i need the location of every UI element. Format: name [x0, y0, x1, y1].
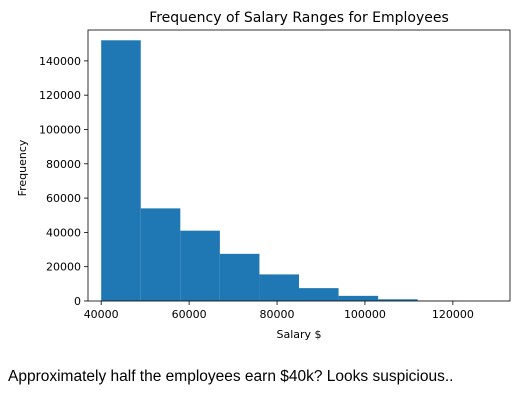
y-tick-label: 20000: [46, 261, 81, 274]
y-tick-label: 40000: [46, 226, 81, 239]
x-axis-ticks: 40000 60000 80000 100000 120000: [84, 301, 474, 321]
x-tick-label: 120000: [432, 308, 474, 321]
histogram-bars: [101, 40, 497, 301]
y-tick-label: 140000: [39, 55, 81, 68]
plot-frame: [87, 29, 511, 302]
histogram-bar-2: [140, 208, 181, 301]
y-tick-label: 100000: [39, 123, 81, 136]
histogram-chart: Frequency of Salary Ranges for Employees…: [16, 10, 511, 341]
histogram-bar-1: [101, 40, 141, 301]
y-tick-label: 0: [74, 295, 81, 308]
y-tick-label: 80000: [46, 158, 81, 171]
caption-text: Approximately half the employees earn $4…: [8, 368, 454, 385]
histogram-bar-5: [259, 274, 299, 301]
x-tick-label: 60000: [172, 308, 207, 321]
y-axis-label: Frequency: [16, 139, 29, 196]
x-tick-label: 40000: [84, 308, 119, 321]
chart-title: Frequency of Salary Ranges for Employees: [149, 10, 449, 26]
histogram-bar-8: [378, 299, 418, 301]
x-tick-label: 80000: [260, 308, 295, 321]
y-tick-label: 60000: [46, 192, 81, 205]
x-tick-label: 100000: [344, 308, 386, 321]
histogram-bar-6: [299, 288, 339, 301]
y-axis-ticks: 0 20000 40000 60000 80000 100000 120000 140000: [39, 55, 88, 308]
y-tick-label: 120000: [39, 89, 81, 102]
x-axis-label: Salary $: [276, 328, 321, 341]
histogram-bar-4: [219, 253, 260, 301]
histogram-bar-3: [180, 230, 220, 301]
histogram-bar-7: [338, 295, 379, 301]
